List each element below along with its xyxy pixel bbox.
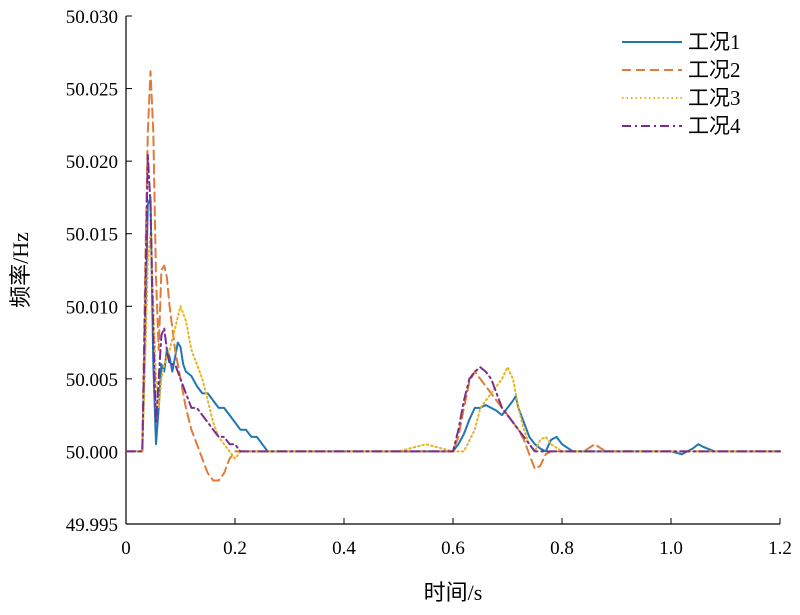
x-tick-label: 1.2 bbox=[768, 538, 792, 559]
legend-label-1: 工况1 bbox=[688, 30, 741, 54]
y-tick-label: 50.020 bbox=[66, 152, 118, 173]
series-lines bbox=[125, 70, 781, 482]
y-tick-label: 50.030 bbox=[66, 7, 118, 28]
axes: 0 0.2 0.4 0.6 0.8 1.0 1.2 49.995 50.000 50.005 50.… bbox=[66, 7, 792, 559]
series-line-1 bbox=[125, 196, 781, 456]
x-tick-label: 0.2 bbox=[223, 538, 247, 559]
series-line-3 bbox=[125, 232, 781, 460]
legend-label-3: 工况3 bbox=[688, 86, 741, 110]
x-tick-label: 1.0 bbox=[659, 538, 683, 559]
y-tick-label: 50.010 bbox=[66, 297, 118, 318]
y-tick-label: 49.995 bbox=[66, 515, 118, 536]
legend-label-4: 工况4 bbox=[688, 114, 741, 138]
x-axis-title: 时间/s bbox=[424, 580, 483, 605]
x-tick-label: 0.6 bbox=[441, 538, 465, 559]
series-line-2 bbox=[125, 70, 781, 482]
y-tick-label: 50.000 bbox=[66, 442, 118, 463]
y-tick-label: 50.025 bbox=[66, 80, 118, 101]
y-tick-label: 50.005 bbox=[66, 370, 118, 391]
legend-label-2: 工况2 bbox=[688, 58, 741, 82]
legend: 工况1 工况2 工况3 工况4 bbox=[622, 30, 741, 138]
y-tick-label: 50.015 bbox=[66, 225, 118, 246]
x-tick-label: 0.8 bbox=[550, 538, 574, 559]
x-tick-label: 0.4 bbox=[332, 538, 356, 559]
series-line-4 bbox=[125, 152, 781, 453]
y-axis-title: 频率/Hz bbox=[8, 232, 33, 308]
x-tick-label: 0 bbox=[121, 538, 131, 559]
